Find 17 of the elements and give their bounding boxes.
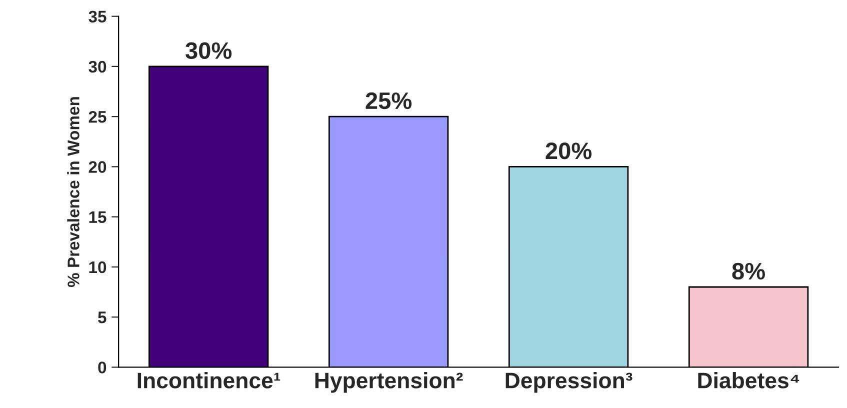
y-tick-label: 30: [88, 60, 106, 73]
x-tick-label: Depression³: [506, 372, 632, 393]
y-axis-title: % Prevalence in Women: [67, 97, 80, 288]
data-label: 30%: [185, 42, 232, 60]
data-label: 8%: [732, 262, 765, 280]
x-tick-label: Hypertension²: [315, 372, 463, 393]
x-tick-label: Incontinence¹: [138, 372, 280, 388]
y-tick-label: 0: [98, 362, 106, 374]
y-tick-label: 35: [88, 10, 106, 23]
y-tick-label: 25: [88, 110, 106, 123]
y-tick-label: 15: [89, 211, 106, 224]
y-tick-label: 10: [89, 261, 106, 274]
data-label: 20%: [546, 142, 592, 160]
x-tick-label: Diabetes⁴: [698, 372, 800, 388]
data-label: 25%: [366, 92, 412, 110]
y-tick-label: 5: [98, 312, 106, 324]
y-tick-label: 20: [88, 161, 106, 173]
